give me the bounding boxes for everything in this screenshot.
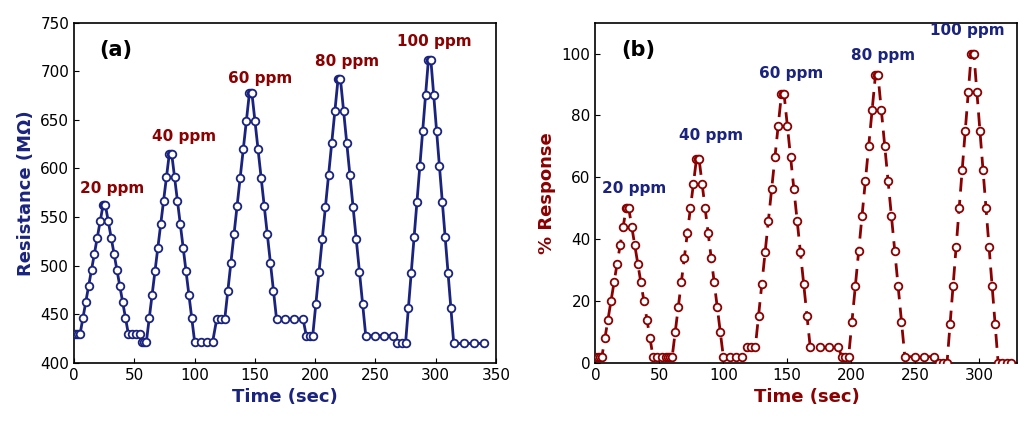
Text: 20 ppm: 20 ppm: [80, 181, 145, 196]
Text: 20 ppm: 20 ppm: [602, 181, 666, 196]
Text: 60 ppm: 60 ppm: [759, 66, 823, 81]
Text: (b): (b): [620, 40, 655, 60]
Text: 40 ppm: 40 ppm: [152, 129, 216, 144]
Text: 80 ppm: 80 ppm: [851, 48, 915, 63]
Text: (a): (a): [99, 40, 132, 60]
Text: 40 ppm: 40 ppm: [678, 128, 742, 143]
Text: 100 ppm: 100 ppm: [931, 23, 1005, 38]
X-axis label: Time (sec): Time (sec): [754, 388, 859, 407]
Y-axis label: % Response: % Response: [539, 132, 556, 254]
Y-axis label: Resistance (MΩ): Resistance (MΩ): [17, 110, 35, 276]
Text: 100 ppm: 100 ppm: [397, 34, 472, 49]
Text: 60 ppm: 60 ppm: [229, 71, 293, 86]
Text: 80 ppm: 80 ppm: [315, 55, 379, 69]
X-axis label: Time (sec): Time (sec): [232, 388, 338, 407]
